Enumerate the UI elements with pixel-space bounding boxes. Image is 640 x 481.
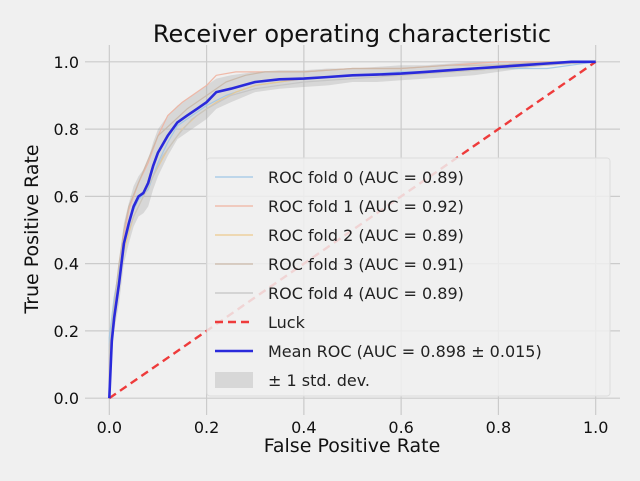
legend: ROC fold 0 (AUC = 0.89) ROC fold 1 (AUC =… (206, 157, 611, 397)
roc-fold-3-line (108, 61, 596, 399)
legend-item-fold-1: ROC fold 1 (AUC = 0.92) (215, 197, 464, 216)
legend-label: ROC fold 2 (AUC = 0.89) (268, 226, 464, 245)
y-tick-label: 0.4 (54, 255, 79, 274)
x-tick-label: 0.8 (486, 418, 511, 437)
y-tick-label: 0.8 (54, 120, 79, 139)
y-tick-label: 1.0 (54, 53, 79, 72)
legend-label: ROC fold 1 (AUC = 0.92) (268, 197, 464, 216)
legend-swatch (215, 372, 253, 388)
legend-label: ROC fold 0 (AUC = 0.89) (268, 168, 464, 187)
y-axis-label: True Positive Rate (21, 144, 43, 314)
legend-label: ROC fold 3 (AUC = 0.91) (268, 255, 464, 274)
y-tick-label: 0.2 (54, 322, 79, 341)
chart-title: Receiver operating characteristic (153, 20, 551, 48)
x-tick-label: 1.0 (583, 418, 608, 437)
x-tick-label: 0.2 (194, 418, 219, 437)
legend-item-fold-3: ROC fold 3 (AUC = 0.91) (215, 255, 464, 274)
legend-box (206, 157, 611, 397)
luck-line-layer (108, 60, 597, 400)
legend-label: ± 1 std. dev. (268, 371, 370, 390)
x-tick-label: 0.6 (388, 418, 413, 437)
legend-label: Mean ROC (AUC = 0.898 ± 0.015) (268, 342, 542, 361)
mean-line-layer (108, 60, 596, 399)
legend-item-fold-4: ROC fold 4 (AUC = 0.89) (215, 284, 464, 303)
y-tick-label: 0.6 (54, 187, 79, 206)
legend-label: ROC fold 4 (AUC = 0.89) (268, 284, 464, 303)
y-tick-label: 0.0 (54, 389, 79, 408)
x-tick-label: 0.4 (291, 418, 316, 437)
axes: 0.0 0.2 0.4 0.6 0.8 1.0 0.0 0.2 0.4 0.6 0.8 1.0 (54, 53, 609, 437)
luck-line (108, 60, 597, 400)
legend-item-fold-2: ROC fold 2 (AUC = 0.89) (215, 226, 464, 245)
legend-item-mean: Mean ROC (AUC = 0.898 ± 0.015) (215, 342, 542, 361)
x-tick-label: 0.0 (97, 418, 122, 437)
x-axis-label: False Positive Rate (264, 435, 441, 457)
legend-item-luck: Luck (215, 313, 306, 332)
mean-roc-line (108, 60, 596, 399)
legend-label: Luck (268, 313, 306, 332)
legend-item-fold-0: ROC fold 0 (AUC = 0.89) (215, 168, 464, 187)
legend-item-std: ± 1 std. dev. (215, 371, 370, 390)
